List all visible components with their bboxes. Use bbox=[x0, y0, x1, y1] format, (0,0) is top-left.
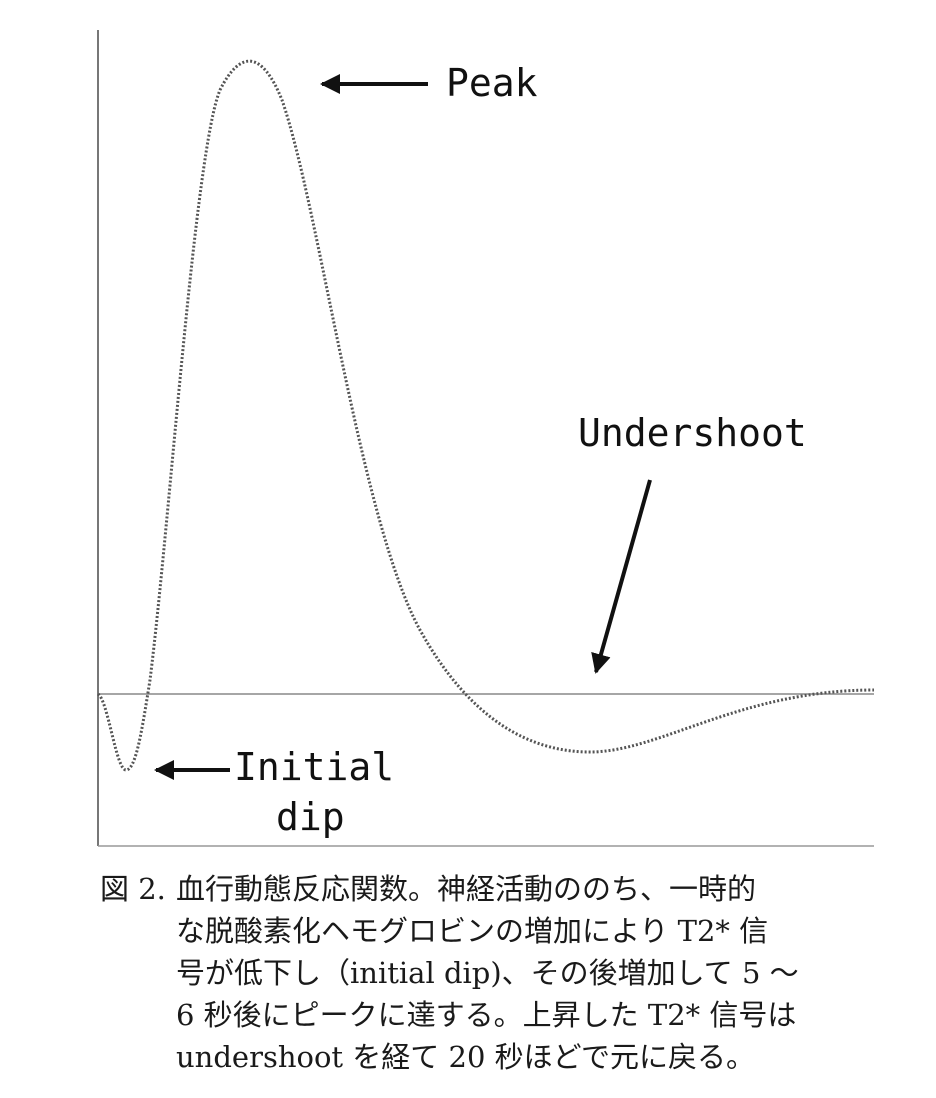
caption-row: 図 2. 血行動態反応関数。神経活動ののち、一時的 な脱酸素化ヘモグロビンの増加… bbox=[100, 868, 890, 1078]
caption-line: 6 秒後にピークに達する。上昇した T2* 信号は bbox=[176, 998, 797, 1032]
figure-caption: 図 2. 血行動態反応関数。神経活動ののち、一時的 な脱酸素化ヘモグロビンの増加… bbox=[100, 868, 890, 1078]
caption-line: な脱酸素化ヘモグロビンの増加により T2* 信 bbox=[176, 914, 769, 948]
caption-line: 血行動態反応関数。神経活動ののち、一時的 bbox=[176, 872, 757, 906]
hrf-curve bbox=[96, 59, 875, 772]
hemodynamic-response-diagram: Peak Undershoot Initial dip bbox=[96, 30, 875, 847]
initial-dip-label-line2: dip bbox=[276, 795, 345, 839]
undershoot-label: Undershoot bbox=[578, 411, 807, 455]
caption-line: 号が低下し（initial dip)、その後増加して 5 〜 bbox=[176, 956, 799, 990]
caption-text: 血行動態反応関数。神経活動ののち、一時的 な脱酸素化ヘモグロビンの増加により T… bbox=[176, 868, 890, 1078]
caption-line: undershoot を経て 20 秒ほどで元に戻る。 bbox=[176, 1040, 756, 1074]
peak-label: Peak bbox=[446, 61, 538, 105]
initial-dip-label-line1: Initial bbox=[234, 745, 394, 789]
undershoot-arrow bbox=[591, 479, 652, 674]
figure-number-label: 図 2. bbox=[100, 872, 166, 906]
